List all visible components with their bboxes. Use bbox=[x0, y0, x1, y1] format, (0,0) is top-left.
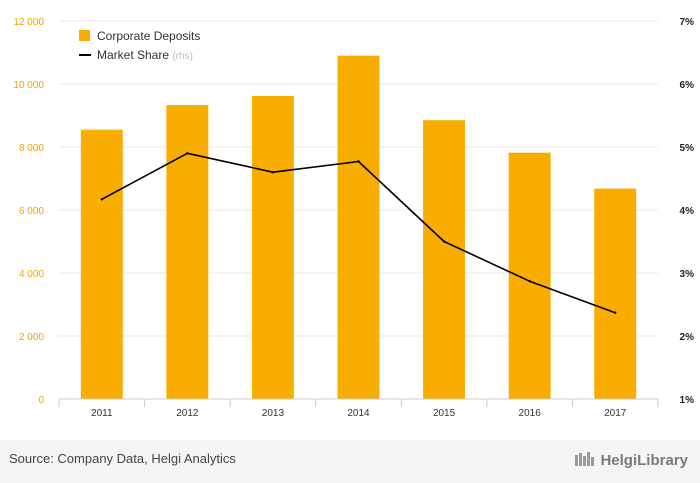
market-share-point-2015 bbox=[442, 240, 446, 243]
x-axis: 2011 2012 2013 2014 2015 2016 2017 bbox=[58, 398, 659, 419]
y-left-tick-label: 12 000 bbox=[13, 17, 44, 28]
y-right-tick-label: 3% bbox=[680, 269, 695, 280]
y-right-tick-label: 7% bbox=[680, 17, 695, 28]
legend: Corporate Deposits Market Share (rhs) bbox=[79, 29, 200, 62]
bar-2013 bbox=[251, 95, 294, 399]
x-tick-label: 2016 bbox=[519, 408, 542, 419]
footer: Source: Company Data, Helgi Analytics He… bbox=[0, 440, 700, 483]
line-series bbox=[100, 152, 617, 314]
y-left-tick-label: 0 bbox=[38, 395, 44, 406]
x-tick-label: 2017 bbox=[604, 408, 627, 419]
y-left-tick-label: 2 000 bbox=[19, 332, 44, 343]
chart-area: 0 2 000 4 000 6 000 8 000 10 000 12 000 1% 2% 3%… bbox=[13, 17, 695, 419]
y-right-tick-label: 2% bbox=[680, 332, 695, 343]
x-tick-label: 2014 bbox=[347, 408, 370, 419]
bar-series bbox=[80, 55, 637, 400]
y-right-tick-label: 6% bbox=[680, 80, 695, 91]
legend-bar-swatch bbox=[79, 30, 90, 41]
bar-2016 bbox=[508, 152, 551, 399]
legend-bar-label: Corporate Deposits bbox=[97, 29, 200, 43]
legend-rhs-note: (rhs) bbox=[172, 51, 193, 62]
market-share-point-2014 bbox=[357, 160, 360, 163]
bar-2014 bbox=[337, 55, 380, 400]
source-text: Source: Company Data, Helgi Analytics bbox=[9, 451, 236, 466]
legend-line-label: Market Share (rhs) bbox=[97, 48, 193, 62]
brand-text: HelgiLibrary bbox=[600, 451, 688, 469]
y-axis-right: 1% 2% 3% 4% 5% 6% 7% bbox=[680, 17, 695, 406]
y-left-tick-label: 8 000 bbox=[19, 143, 44, 154]
y-right-tick-label: 4% bbox=[680, 206, 695, 217]
bar-2012 bbox=[166, 105, 209, 399]
bar-2017 bbox=[594, 188, 637, 399]
chart: 0 2 000 4 000 6 000 8 000 10 000 12 000 1% 2% 3%… bbox=[13, 17, 695, 419]
y-axis-left: 0 2 000 4 000 6 000 8 000 10 000 12 000 bbox=[13, 17, 44, 406]
x-tick-label: 2013 bbox=[262, 408, 285, 419]
x-tick-label: 2012 bbox=[176, 408, 199, 419]
y-left-tick-label: 6 000 bbox=[19, 206, 44, 217]
bar-2011 bbox=[80, 129, 123, 400]
market-share-point-2016 bbox=[528, 279, 531, 283]
market-share-point-2013 bbox=[271, 171, 275, 174]
brand-logo[interactable]: HelgiLibrary bbox=[574, 449, 688, 471]
market-share-point-2017 bbox=[614, 311, 617, 314]
x-tick-label: 2015 bbox=[433, 408, 456, 419]
y-right-tick-label: 1% bbox=[680, 395, 695, 406]
bar-2015 bbox=[423, 120, 466, 399]
library-icon bbox=[574, 449, 596, 471]
y-right-tick-label: 5% bbox=[680, 143, 695, 154]
y-left-tick-label: 10 000 bbox=[13, 80, 44, 91]
x-tick-label: 2011 bbox=[91, 408, 113, 419]
y-left-tick-label: 4 000 bbox=[19, 269, 44, 280]
market-share-point-2012 bbox=[186, 152, 189, 155]
legend-line-name: Market Share bbox=[97, 48, 172, 62]
market-share-point-2011 bbox=[100, 198, 103, 201]
